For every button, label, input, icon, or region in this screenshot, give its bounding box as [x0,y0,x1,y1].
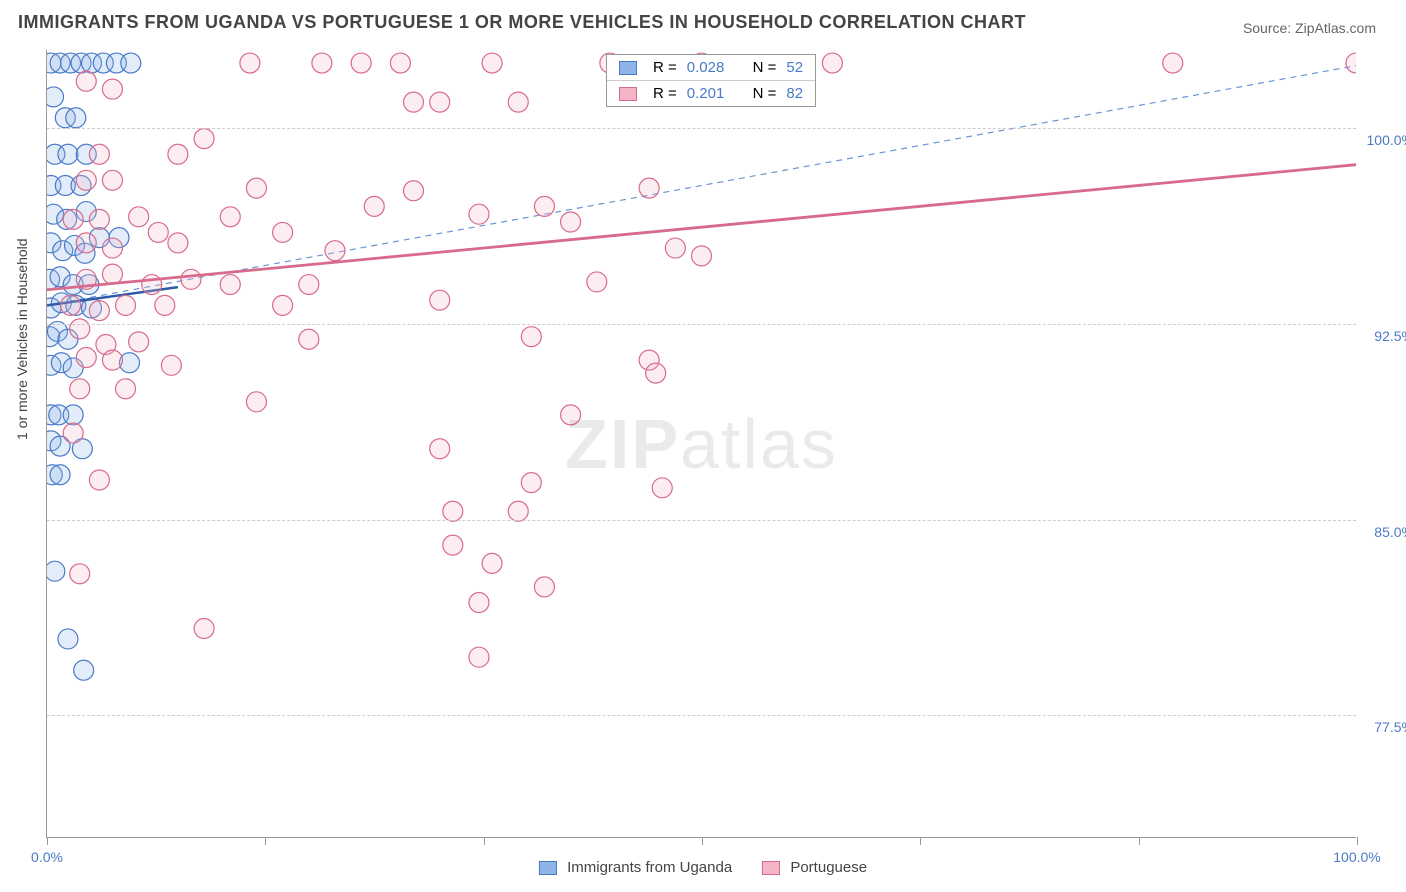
gridline-h [47,128,1356,129]
stats-R-2: 0.201 [687,85,725,102]
ytick-label: 100.0% [1362,132,1406,148]
xtick [702,837,703,845]
plot-area: ZIPatlas 77.5%85.0%92.5%100.0%0.0%100.0% [46,50,1356,838]
stats-N-1: 52 [786,59,803,76]
stats-N-label: N = [753,59,777,76]
xtick-label: 100.0% [1333,849,1380,865]
ytick-label: 85.0% [1362,524,1406,540]
xtick-label: 0.0% [31,849,63,865]
y-axis-label: 1 or more Vehicles in Household [14,238,30,440]
legend-item-1: Immigrants from Uganda [539,859,732,876]
legend-label-2: Portuguese [790,859,867,876]
legend: Immigrants from Uganda Portuguese [539,859,867,876]
chart-title: IMMIGRANTS FROM UGANDA VS PORTUGUESE 1 O… [18,12,1026,33]
stats-box: R = 0.028 N = 52 R = 0.201 N = 82 [606,54,816,107]
watermark-bold: ZIP [565,405,680,483]
legend-swatch-1 [539,861,557,875]
stats-swatch-1 [619,61,637,75]
plot-svg [47,50,1356,837]
legend-item-2: Portuguese [762,859,867,876]
source-credit: Source: ZipAtlas.com [1243,20,1376,36]
xtick [265,837,266,845]
stats-R-1: 0.028 [687,59,725,76]
gridline-h [47,324,1356,325]
xtick [1357,837,1358,845]
stats-N-label: N = [753,85,777,102]
xtick [920,837,921,845]
gridline-h [47,520,1356,521]
watermark: ZIPatlas [565,404,838,484]
legend-swatch-2 [762,861,780,875]
ytick-label: 77.5% [1362,719,1406,735]
xtick [1139,837,1140,845]
stats-swatch-2 [619,87,637,101]
stats-row-2: R = 0.201 N = 82 [607,80,815,106]
stats-R-label: R = [653,59,677,76]
legend-label-1: Immigrants from Uganda [567,859,732,876]
xtick [484,837,485,845]
stats-row-1: R = 0.028 N = 52 [607,55,815,80]
xtick [47,837,48,845]
gridline-h [47,715,1356,716]
watermark-light: atlas [680,405,838,483]
stats-R-label: R = [653,85,677,102]
ytick-label: 92.5% [1362,328,1406,344]
stats-N-2: 82 [786,85,803,102]
